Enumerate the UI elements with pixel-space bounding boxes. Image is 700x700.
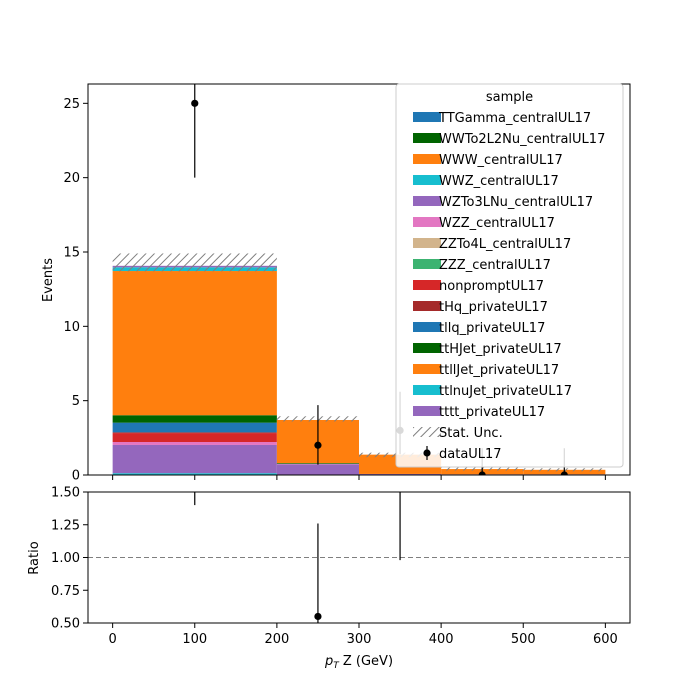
bar-wzto3lnu-centralul17-bin-2 xyxy=(359,473,442,475)
ratio-y-tick-label: 1.50 xyxy=(51,486,80,501)
ratio-x-tick-label: 400 xyxy=(429,632,454,647)
legend-swatch-tllq-privateul17 xyxy=(413,322,441,332)
legend-swatch-nonpromptul17 xyxy=(413,280,441,290)
legend-label-www-centralul17: WWW_centralUL17 xyxy=(439,153,563,168)
bar-wzto3lnu-centralul17-bin-1 xyxy=(276,464,359,475)
legend-label-ttlljet-privateul17: ttllJet_privateUL17 xyxy=(439,363,559,378)
ratio-x-tick-label: 500 xyxy=(511,632,536,647)
legend-label-tttt-privateul17: tttt_privateUL17 xyxy=(439,405,545,420)
bar-wwz-centralul17-bin-0 xyxy=(112,473,277,475)
legend-swatch-ttlnujet-privateul17 xyxy=(413,385,441,395)
data-point xyxy=(191,99,199,107)
main-y-tick-label: 25 xyxy=(63,97,80,112)
main-y-axis-label: Events xyxy=(41,258,56,302)
ratio-x-ticks: 0 100 200 300 400 500 600 xyxy=(108,623,618,647)
bar-tllq-privateul17-bin-0 xyxy=(112,422,277,433)
legend-swatch-wwto2l2nu-centralul17 xyxy=(413,133,441,143)
legend-label-wwz-centralul17: WWZ_centralUL17 xyxy=(439,174,559,189)
bar-tthjet-privateul17-bin-0 xyxy=(112,415,277,423)
bar-wzz-centralul17-bin-0 xyxy=(112,441,277,445)
bar-thq-privateul17-bin-0 xyxy=(112,432,277,434)
legend-frame xyxy=(395,83,624,468)
legend-label-zzz-centralul17: ZZZ_centralUL17 xyxy=(439,258,551,273)
x-axis-label: pT Z (GeV) xyxy=(324,654,393,671)
bar-nonpromptul17-bin-0 xyxy=(112,433,277,442)
ratio-x-tick-label: 600 xyxy=(593,632,618,647)
legend-label-ttgamma-centralul17: TTGamma_centralUL17 xyxy=(438,111,591,126)
main-y-tick-label: 5 xyxy=(72,394,80,409)
legend-swatch-wzz-centralul17 xyxy=(413,217,441,227)
legend-label-data: dataUL17 xyxy=(439,447,502,462)
main-y-tick-label: 20 xyxy=(63,171,80,186)
legend-swatch-tthjet-privateul17 xyxy=(413,343,441,353)
legend-label-stat-unc: Stat. Unc. xyxy=(439,426,503,441)
legend-swatch-tttt-privateul17 xyxy=(413,406,441,416)
legend-label-ttlnujet-privateul17: ttlnuJet_privateUL17 xyxy=(439,384,572,399)
ratio-y-axis-label: Ratio xyxy=(27,541,42,574)
ratio-panel: 0.50 0.75 1.00 1.25 1.50 0 100 200 300 400 500 600… xyxy=(27,486,631,671)
legend-swatch-www-centralul17 xyxy=(413,154,441,164)
legend: sample TTGamma_centralUL17 WWTo2L2Nu_centr… xyxy=(395,83,624,468)
ratio-x-tick-label: 0 xyxy=(108,632,116,647)
ratio-x-tick-label: 100 xyxy=(182,632,207,647)
data-point xyxy=(314,441,322,449)
legend-swatch-stat-unc xyxy=(413,427,441,437)
stat-unc-band-bin-0 xyxy=(112,253,277,272)
legend-label-wzz-centralul17: WZZ_centralUL17 xyxy=(439,216,555,231)
legend-label-wzto3lnu-centralul17: WZTo3LNu_centralUL17 xyxy=(439,195,593,210)
ratio-y-ticks: 0.50 0.75 1.00 1.25 1.50 xyxy=(51,486,88,632)
legend-swatch-wzto3lnu-centralul17 xyxy=(413,196,441,206)
ratio-y-tick-label: 0.50 xyxy=(51,617,80,632)
main-y-tick-label: 0 xyxy=(72,469,80,484)
legend-swatch-wwz-centralul17 xyxy=(413,175,441,185)
ratio-x-tick-label: 200 xyxy=(264,632,289,647)
data-point xyxy=(478,471,486,475)
main-x-ticks xyxy=(112,475,606,480)
legend-label-zzto4l-centralul17: ZZTo4L_centralUL17 xyxy=(439,237,571,252)
main-y-tick-label: 10 xyxy=(63,320,80,335)
ratio-y-tick-label: 0.75 xyxy=(51,584,80,599)
legend-swatch-ttgamma-centralul17 xyxy=(413,112,441,122)
legend-swatch-zzto4l-centralul17 xyxy=(413,238,441,248)
main-y-tick-label: 15 xyxy=(63,245,80,260)
legend-marker-data xyxy=(423,449,431,457)
legend-swatch-thq-privateul17 xyxy=(413,301,441,311)
stacked-bars xyxy=(112,265,606,475)
legend-title: sample xyxy=(486,90,533,105)
legend-label-nonpromptul17: nonpromptUL17 xyxy=(439,279,544,294)
ratio-y-tick-label: 1.25 xyxy=(51,518,80,533)
main-y-ticks: 0 5 10 15 20 25 xyxy=(63,97,88,484)
bar-ttlljet-privateul17-bin-0 xyxy=(112,271,277,416)
ratio-point xyxy=(314,612,322,621)
legend-swatch-zzz-centralul17 xyxy=(413,259,441,269)
bar-wzto3lnu-centralul17-bin-0 xyxy=(112,444,277,474)
legend-label-tthjet-privateul17: ttHJet_privateUL17 xyxy=(439,342,562,357)
legend-label-wwto2l2nu-centralul17: WWTo2L2Nu_centralUL17 xyxy=(439,132,605,147)
data-point xyxy=(560,471,568,475)
legend-label-thq-privateul17: tHq_privateUL17 xyxy=(439,300,548,315)
legend-label-tllq-privateul17: tllq_privateUL17 xyxy=(439,321,545,336)
main-panel: 0 5 10 15 20 25 Events xyxy=(41,83,631,484)
ratio-x-tick-label: 300 xyxy=(347,632,372,647)
ratio-y-tick-label: 1.00 xyxy=(51,551,80,566)
legend-swatch-ttlljet-privateul17 xyxy=(413,364,441,374)
